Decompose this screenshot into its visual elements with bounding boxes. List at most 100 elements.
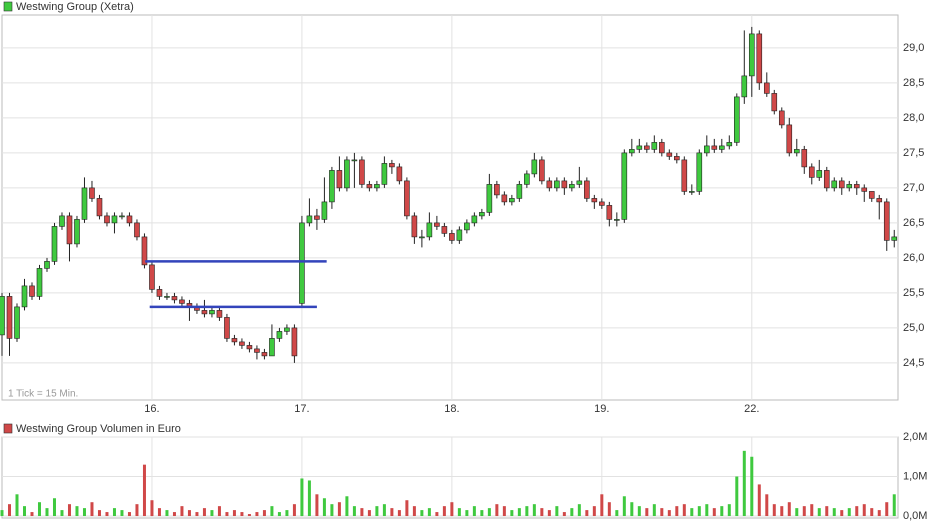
candle-body (606, 205, 613, 220)
volume-bar (112, 508, 116, 517)
candle-body (591, 198, 598, 203)
candle-body (411, 215, 418, 238)
candle-body (66, 215, 73, 245)
candle-body (763, 82, 770, 94)
candle-body (674, 156, 680, 161)
y-tick-label: 2,0M (903, 431, 927, 443)
chart-title: Westwing Group (Xetra) (16, 1, 134, 13)
candle-body (681, 159, 688, 192)
volume-bar (652, 504, 656, 517)
volume-bar (375, 506, 379, 517)
candle-body (314, 215, 320, 220)
candle-body (0, 296, 5, 336)
volume-bar (510, 510, 514, 517)
volume-bar (300, 478, 304, 517)
volume-bar (367, 510, 371, 517)
candle-body (276, 331, 283, 339)
candle-body (74, 219, 80, 245)
volume-bar (810, 504, 814, 517)
candle-body (509, 198, 515, 203)
candle-body (801, 149, 808, 168)
volume-bar (7, 504, 11, 517)
volume-bar (307, 480, 311, 517)
candle-body (704, 145, 710, 154)
volume-bar (150, 500, 154, 517)
candle-body (629, 149, 635, 154)
candle-body (576, 180, 583, 185)
y-tick-label: 26,0 (903, 252, 924, 264)
candle-body (381, 163, 388, 185)
candle-body (389, 163, 395, 168)
volume-bar (165, 510, 169, 517)
volume-bar (457, 508, 461, 517)
volume-bar (337, 502, 341, 517)
candle-body (434, 222, 440, 227)
candle-body (351, 159, 358, 162)
volume-bar (225, 512, 229, 517)
volume-bar (255, 512, 259, 517)
candle-body (441, 226, 448, 234)
volume-bar (412, 506, 416, 517)
candle-body (14, 306, 20, 339)
candle-body (134, 222, 140, 238)
volume-bar (705, 504, 709, 517)
volume-bar (847, 508, 851, 517)
candle-body (359, 159, 365, 185)
volume-bar (622, 496, 626, 517)
volume-bar (600, 494, 604, 517)
candle-body (261, 352, 268, 357)
candle-body (164, 296, 170, 298)
volume-bar (532, 504, 536, 517)
volume-bar (285, 510, 289, 517)
candle-body (861, 187, 868, 192)
candle-body (733, 96, 740, 143)
candle-body (689, 191, 695, 193)
volume-bar (667, 510, 671, 517)
volume-bar (52, 498, 56, 517)
candle-body (531, 159, 538, 175)
volume-bar (472, 506, 476, 517)
volume-bar (345, 496, 349, 517)
candle-body (254, 348, 260, 353)
volume-bar (585, 510, 589, 517)
volume-bar (127, 512, 131, 517)
candle-body (793, 149, 800, 154)
candle-body (119, 215, 125, 218)
volume-bar (240, 512, 244, 517)
volume-bar (97, 510, 101, 517)
volume-bar (277, 512, 281, 517)
candle-body (524, 173, 530, 185)
volume-bar (60, 510, 64, 517)
candle-body (156, 289, 163, 297)
y-tick-label: 25,0 (903, 322, 924, 334)
volume-bar (75, 506, 79, 517)
volume-bar (172, 512, 176, 517)
candle-body (201, 310, 208, 315)
tick-note: 1 Tick = 15 Min. (8, 389, 78, 400)
volume-bar (37, 502, 41, 517)
volume-bar (390, 508, 394, 517)
volume-bar (292, 504, 296, 517)
candle-body (36, 268, 43, 297)
volume-bar (90, 502, 94, 517)
price-frame (1, 14, 899, 401)
y-tick-label: 28,0 (903, 112, 924, 124)
candle-body (891, 236, 898, 241)
candle-body (644, 145, 650, 150)
candle-body (299, 222, 305, 304)
volume-bar (772, 504, 776, 517)
volume-bar (67, 504, 71, 517)
volume-bar (570, 508, 574, 517)
volume-bar (465, 510, 469, 517)
candle-body (329, 170, 335, 203)
candle-body (711, 145, 718, 150)
volume-bar (757, 484, 761, 517)
volume-bar (577, 504, 581, 517)
candle-body (816, 170, 823, 178)
candle-body (659, 142, 665, 154)
candle-body (284, 327, 290, 332)
volume-bar (727, 504, 731, 517)
candle-body (651, 142, 658, 150)
volume-bar (832, 508, 836, 517)
